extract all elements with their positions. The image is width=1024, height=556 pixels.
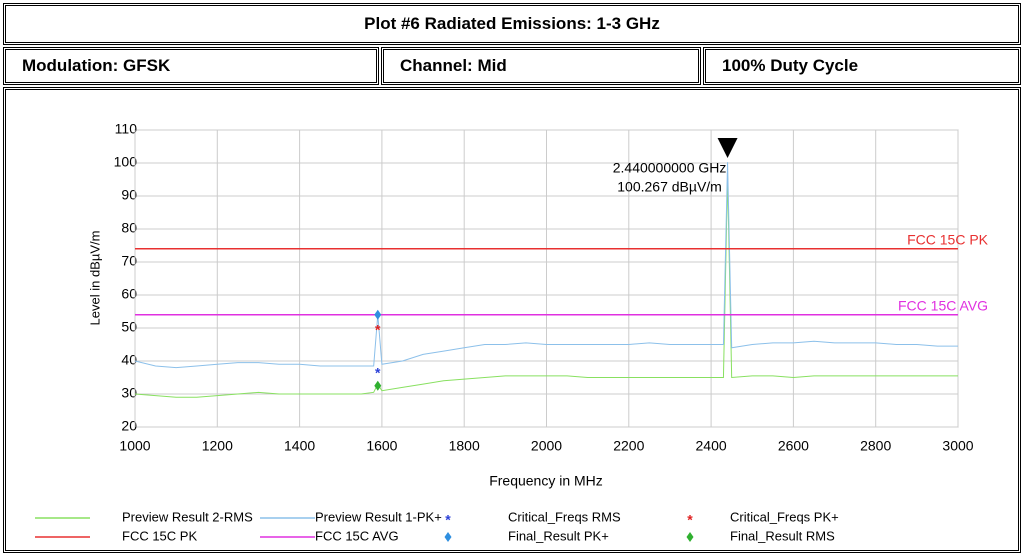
legend-label: FCC 15C AVG: [315, 528, 399, 543]
duty-cycle: 100% Duty Cycle: [703, 47, 1021, 85]
modulation: Modulation: GFSK: [3, 47, 379, 85]
channel: Channel: Mid: [381, 47, 701, 85]
legend-label: FCC 15C PK: [122, 528, 197, 543]
star-marker: *: [445, 512, 451, 528]
x-tick-label: 1400: [284, 438, 315, 454]
diamond-marker: [374, 380, 382, 391]
legend-label: Final_Result RMS: [730, 528, 835, 543]
marker-triangle: [717, 138, 738, 158]
x-tick-label: 1800: [449, 438, 480, 454]
star-marker: *: [375, 365, 381, 381]
y-tick-label: 60: [121, 286, 137, 302]
diamond-marker: [686, 532, 694, 542]
star-marker: *: [375, 322, 381, 338]
y-tick-label: 100: [114, 154, 138, 170]
trace: [134, 176, 958, 398]
legend-label: Critical_Freqs RMS: [508, 509, 621, 524]
x-tick-label: 3000: [942, 438, 973, 454]
x-tick-label: 1000: [119, 438, 150, 454]
star-marker: *: [687, 512, 693, 528]
y-tick-label: 110: [115, 121, 138, 137]
trace: [134, 162, 958, 369]
x-tick-label: 2800: [860, 438, 891, 454]
title: Plot #6 Radiated Emissions: 1-3 GHz: [3, 3, 1021, 45]
legend-label: Preview Result 2-RMS: [122, 509, 253, 524]
x-tick-label: 1600: [366, 438, 397, 454]
x-tick-label: 2600: [778, 438, 809, 454]
annotation-text: 100.267 dBµV/m: [617, 179, 722, 195]
x-axis-label: Frequency in MHz: [489, 473, 603, 489]
x-tick-label: 2400: [696, 438, 727, 454]
legend-label: Preview Result 1-PK+: [315, 509, 442, 524]
y-tick-label: 40: [121, 352, 137, 368]
y-tick-label: 50: [121, 319, 137, 335]
diamond-marker: [374, 309, 382, 320]
y-tick-label: 80: [121, 220, 137, 236]
annotation-text: 2.440000000 GHz: [613, 160, 727, 176]
y-tick-label: 20: [121, 418, 137, 434]
y-axis-label: Level in dBµV/m: [87, 231, 102, 326]
y-tick-label: 90: [121, 187, 137, 203]
limit-label: FCC 15C AVG: [898, 298, 988, 314]
limit-label: FCC 15C PK: [907, 232, 989, 248]
legend-label: Final_Result PK+: [508, 528, 609, 543]
legend-label: Critical_Freqs PK+: [730, 509, 839, 524]
x-tick-label: 2000: [531, 438, 562, 454]
diamond-marker: [444, 532, 452, 542]
y-tick-label: 30: [121, 385, 137, 401]
x-tick-label: 2200: [613, 438, 644, 454]
y-tick-label: 70: [121, 253, 137, 269]
x-tick-label: 1200: [202, 438, 233, 454]
chart-frame: [3, 87, 1021, 553]
